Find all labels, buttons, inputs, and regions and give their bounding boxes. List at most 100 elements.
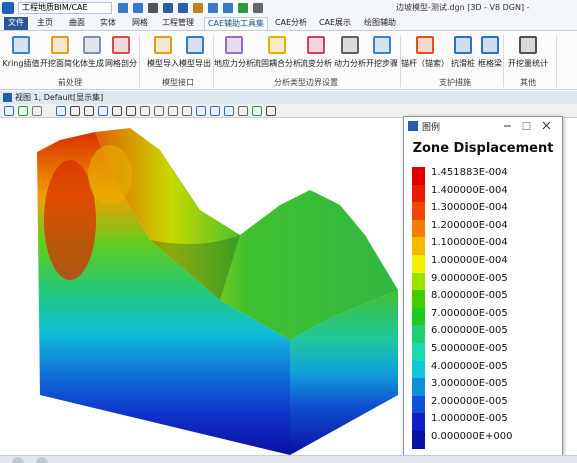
ribbon-tab[interactable]: 曲面 — [69, 18, 85, 27]
ribbon-button[interactable]: 流固耦合分析 — [253, 33, 301, 71]
ribbon-tab[interactable]: 网格 — [132, 18, 148, 27]
legend-swatch — [412, 395, 425, 414]
toolbar-icon[interactable] — [70, 106, 80, 116]
model-top-surface — [95, 128, 398, 340]
group-separator — [139, 35, 140, 87]
legend-swatch — [412, 325, 425, 343]
ribbon-button[interactable]: 网格剖分 — [101, 33, 141, 71]
legend-label: 2.000000E-005 — [431, 395, 508, 407]
view-title: 视图 1, Default[显示集] — [15, 93, 104, 102]
legend-label: 1.000000E-004 — [431, 255, 508, 266]
button-icon — [481, 36, 499, 54]
window-controls[interactable] — [500, 117, 560, 135]
group-separator — [400, 35, 401, 87]
legend-label: 1.000000E-005 — [431, 413, 508, 425]
ribbon-button[interactable]: 开挖面简化 — [40, 33, 80, 71]
ribbon-button[interactable]: Kring插值 — [1, 33, 41, 71]
quick-access-icon[interactable] — [148, 3, 158, 13]
ribbon-tab[interactable]: CAE分析 — [274, 18, 308, 27]
ribbon-button[interactable]: 抗滑桩 — [443, 33, 483, 71]
button-label: 网格剖分 — [105, 59, 137, 68]
button-label: 动力分析 — [334, 59, 366, 68]
status-icon — [12, 457, 24, 463]
legend-title: Zone Displacement — [412, 141, 554, 156]
group-label: 支护措施 — [439, 78, 471, 87]
quick-access-icon[interactable] — [163, 3, 173, 13]
ribbon-button[interactable]: 模型导出 — [175, 33, 215, 71]
toolbar-icon[interactable] — [168, 106, 178, 116]
quick-access-icon[interactable] — [118, 3, 128, 13]
ribbon-tab[interactable]: 文件 — [4, 17, 28, 30]
toolbar-icon[interactable] — [98, 106, 108, 116]
legend-label: 1.400000E-004 — [431, 184, 508, 196]
toolbar-icon[interactable] — [18, 106, 28, 116]
toolbar-icon[interactable] — [196, 106, 206, 116]
tab-bar: 文件 主页 曲面 实体 网格 工程管理 CAE辅助工具集 CAE分析 CAE展示 绘图辅助 — [0, 16, 577, 30]
quick-access-icon[interactable] — [223, 3, 233, 13]
legend-label: 6.000000E-005 — [431, 325, 508, 337]
ribbon-button[interactable]: 锚杆（锚索） — [401, 33, 449, 71]
button-icon — [186, 36, 204, 54]
toolbar-icon[interactable] — [252, 106, 262, 116]
group-separator — [213, 35, 214, 87]
toolbar-icon[interactable] — [224, 106, 234, 116]
button-icon — [268, 36, 286, 54]
quick-access-icon[interactable] — [193, 3, 203, 13]
button-icon — [12, 36, 30, 54]
ribbon-tab[interactable]: CAE展示 — [318, 18, 352, 27]
toolbar-icon[interactable] — [32, 106, 42, 116]
window-title: 边坡模型-测试.dgn [3D - V8 DGN] - — [396, 3, 530, 12]
ribbon-button[interactable]: 动力分析 — [330, 33, 370, 71]
workspace-select[interactable]: 工程地质BIM/CAE — [18, 2, 112, 14]
model-front-face — [37, 132, 290, 455]
quick-access-icon[interactable] — [253, 3, 263, 13]
button-label: 框格梁 — [478, 59, 502, 68]
quick-access-icon[interactable] — [178, 3, 188, 13]
button-icon — [83, 36, 101, 54]
quick-access-icon[interactable] — [133, 3, 143, 13]
toolbar-icon[interactable] — [140, 106, 150, 116]
button-icon — [307, 36, 325, 54]
toolbar-icon[interactable] — [182, 106, 192, 116]
legend-swatch — [412, 202, 425, 220]
button-icon — [112, 36, 130, 54]
legend-swatch — [412, 343, 425, 361]
legend-label: 1.451883E-004 — [431, 167, 508, 178]
view-title-bar: 视图 1, Default[显示集] — [0, 91, 577, 104]
toolbar-icon[interactable] — [210, 106, 220, 116]
toolbar-icon[interactable] — [266, 106, 276, 116]
legend-swatch — [412, 360, 425, 379]
toolbar-icon[interactable] — [4, 106, 14, 116]
toolbar-icon[interactable] — [154, 106, 164, 116]
legend-window-title: 图例 — [422, 123, 441, 133]
model-right-face — [290, 290, 398, 455]
ribbon-tab[interactable]: 绘图辅助 — [364, 18, 396, 27]
ribbon-button[interactable]: 流变分析 — [296, 33, 336, 71]
ribbon-button[interactable]: 开挖量统计 — [508, 33, 548, 71]
ribbon-tab[interactable]: 实体 — [100, 18, 116, 27]
legend-label: 4.000000E-005 — [431, 360, 508, 372]
toolbar-icon[interactable] — [112, 106, 122, 116]
legend-label: 0.000000E+000 — [431, 431, 513, 442]
toolbar-icon[interactable] — [84, 106, 94, 116]
button-icon — [225, 36, 243, 54]
ribbon-button[interactable]: 模型导入 — [143, 33, 183, 71]
ribbon-button[interactable]: 体生成 — [72, 33, 112, 71]
toolbar-icon[interactable] — [238, 106, 248, 116]
button-label: 模型导入 — [147, 59, 179, 68]
ribbon-tab[interactable]: 工程管理 — [162, 18, 194, 27]
ribbon-button[interactable]: 框格梁 — [470, 33, 510, 71]
group-separator — [556, 35, 557, 87]
ribbon-button[interactable]: 开挖步骤 — [362, 33, 402, 71]
legend-label: 1.200000E-004 — [431, 219, 508, 231]
quick-access-icon[interactable] — [208, 3, 218, 13]
app-logo — [2, 2, 14, 14]
toolbar-icon[interactable] — [56, 106, 66, 116]
ribbon-tab[interactable]: 主页 — [37, 18, 53, 27]
ribbon-tab[interactable]: CAE辅助工具集 — [204, 17, 268, 30]
ribbon-button[interactable]: 地应力分析 — [214, 33, 254, 71]
quick-access-icon[interactable] — [238, 3, 248, 13]
toolbar-icon[interactable] — [126, 106, 136, 116]
group-label: 其他 — [520, 78, 536, 87]
button-icon — [454, 36, 472, 54]
